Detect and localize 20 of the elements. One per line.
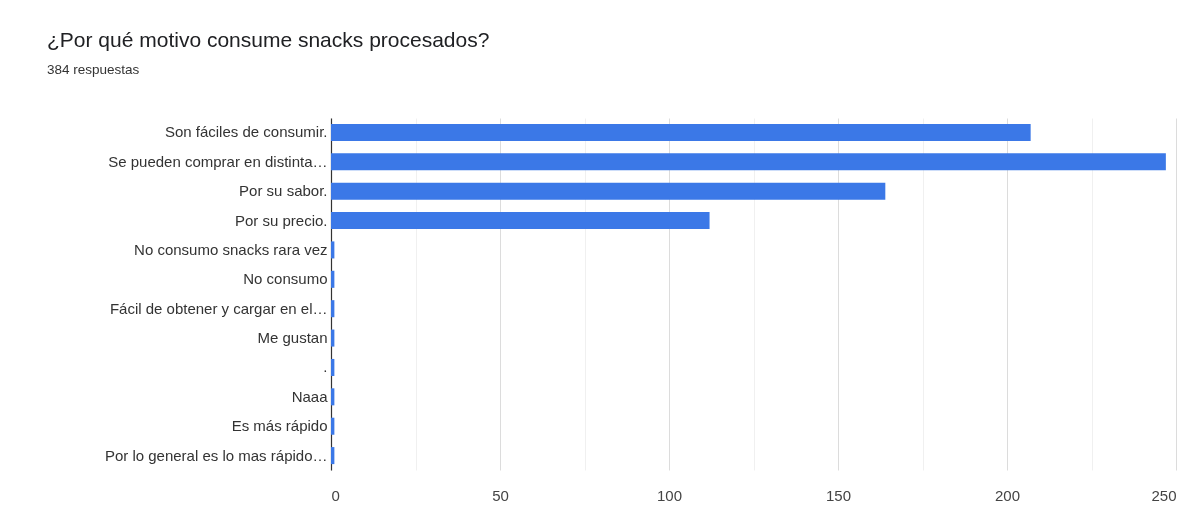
chart-title: ¿Por qué motivo consume snacks procesados?	[47, 27, 490, 51]
text: 384 respuestas	[47, 61, 140, 77]
y-tick-label: .	[323, 358, 328, 376]
y-tick-label: Naaa	[291, 387, 329, 405]
y-tick-label: No consumo snacks rara vez	[134, 240, 328, 258]
y-tick-label: Por su sabor.	[239, 182, 328, 200]
x-tick-label: 0	[331, 486, 340, 504]
y-tick-label: Por lo general es lo mas rápido…	[104, 446, 328, 464]
x-tick-label: 250	[1151, 486, 1177, 504]
y-tick-label: Se pueden comprar en distinta…	[108, 152, 328, 170]
x-tick-label: 150	[825, 486, 852, 504]
x-tick-label: 50	[492, 486, 509, 504]
y-tick-label: Fácil de obtener y cargar en el…	[109, 299, 328, 317]
y-tick-label: Me gustan	[257, 329, 328, 347]
y-tick-label: Es más rápido	[231, 417, 328, 435]
y-tick-label: Son fáciles de consumir.	[164, 123, 328, 141]
x-tick-label: 200	[994, 486, 1021, 504]
x-tick-label: 100	[656, 486, 683, 504]
y-tick-label: No consumo	[243, 270, 328, 288]
y-tick-label: Por su precio.	[234, 211, 328, 229]
